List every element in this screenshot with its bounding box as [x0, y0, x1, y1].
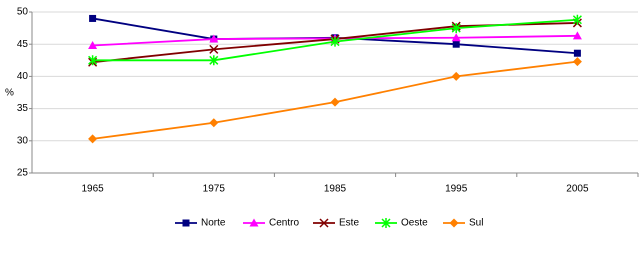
marker: [381, 218, 391, 228]
legend-label: Sul: [469, 218, 483, 229]
marker: [319, 218, 329, 228]
x-tick-label: 1995: [445, 184, 468, 195]
marker: [449, 218, 459, 228]
marker: [330, 36, 340, 47]
x-tick-label: 2005: [566, 184, 589, 195]
x-tick-label: 1975: [203, 184, 226, 195]
marker: [89, 14, 97, 22]
marker: [451, 71, 461, 81]
y-axis-label: %: [5, 88, 14, 99]
y-tick-label: 50: [17, 7, 29, 18]
marker: [209, 44, 219, 54]
marker: [451, 23, 461, 34]
y-tick-label: 45: [17, 39, 29, 50]
y-tick-label: 30: [17, 135, 29, 146]
marker: [249, 218, 259, 227]
marker: [572, 14, 582, 25]
marker: [88, 40, 98, 49]
legend-label: Centro: [269, 218, 299, 229]
marker: [452, 40, 460, 48]
marker: [88, 55, 98, 66]
marker: [209, 55, 219, 66]
marker: [573, 49, 581, 57]
marker: [572, 57, 582, 67]
marker: [88, 134, 98, 144]
x-tick-label: 1985: [324, 184, 347, 195]
y-tick-label: 35: [17, 103, 29, 114]
marker: [330, 97, 340, 107]
legend-label: Este: [339, 218, 359, 229]
y-tick-label: 40: [17, 71, 29, 82]
marker: [451, 33, 461, 42]
y-tick-label: 25: [17, 168, 29, 179]
marker: [209, 118, 219, 128]
marker: [572, 31, 582, 40]
x-tick-label: 1965: [81, 184, 104, 195]
marker: [209, 34, 219, 43]
legend-label: Norte: [201, 218, 226, 229]
legend-label: Oeste: [401, 218, 428, 229]
marker: [182, 219, 190, 227]
